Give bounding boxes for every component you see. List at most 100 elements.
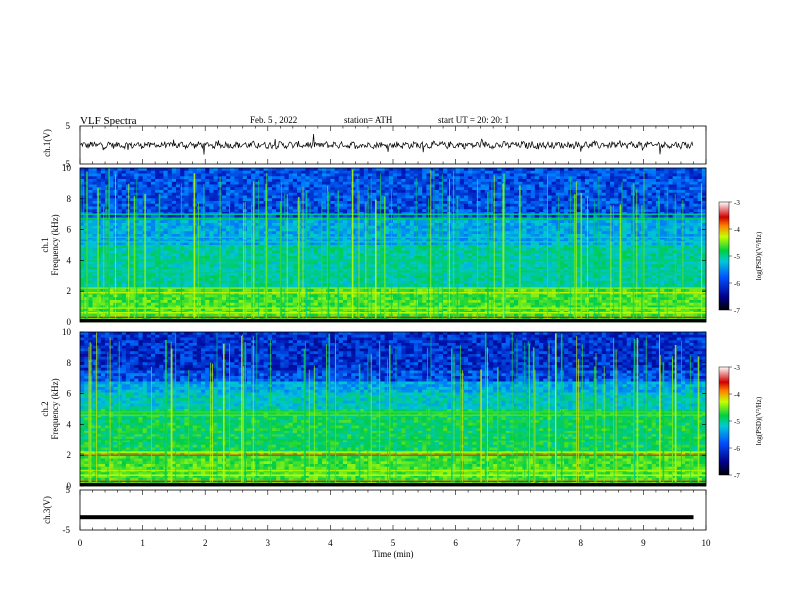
spectrogram-cell [614,239,619,243]
spectrogram-cell [514,250,519,254]
spectrogram-cell [593,231,598,235]
spectrogram-cell [459,234,465,238]
spectrogram-cell [155,184,160,188]
spectrogram-cell [105,170,110,174]
spectrogram-cell [626,184,632,188]
spectrogram-cell [125,206,131,210]
spectrogram-cell [526,170,532,174]
spectrogram-cell [230,234,235,238]
spectrogram-cell [576,192,582,196]
spectrogram-cell [509,181,515,185]
spectrogram-cell [138,239,143,243]
spectrogram-cell [96,245,102,249]
spectrogram-cell [697,184,703,188]
spectrogram-cell [376,209,381,213]
spectrogram-cell [580,190,586,194]
spectrogram-cell [217,170,223,174]
spectrogram-cell [125,214,131,218]
spectrogram-cell [380,220,385,224]
spectrogram-cell [201,250,206,254]
spectrogram-cell [493,214,498,218]
spectrogram-cell [459,220,465,224]
spectrogram-cell [301,253,306,257]
spectrogram-cell [109,195,114,199]
spectrogram-cell [601,231,607,235]
spectrogram-cell [213,184,219,188]
spectrogram-cell [618,184,623,188]
spectrogram-cell [488,184,494,188]
spectrogram-cell [259,179,264,183]
spectrogram-cell [543,170,548,174]
spectrogram-cell [614,179,619,183]
spectrogram-cell [376,242,381,246]
spectrogram-cell [647,256,653,260]
spectrogram-cell [530,247,536,251]
spectrogram-cell [163,234,168,238]
spectrogram-cell [238,220,244,224]
spectrogram-cell [580,184,586,188]
spectrogram-cell [100,206,106,210]
spectrogram-cell [463,247,469,251]
spectrogram-cell [155,198,160,202]
spectrogram-cell [171,201,177,205]
spectrogram-cell [255,220,260,224]
spectrogram-cell [589,190,594,194]
spectrogram-cell [175,176,181,180]
spectrogram-cell [409,242,415,246]
spectrogram-cell [100,223,106,227]
spectrogram-cell [418,236,423,240]
spectrogram-cell [259,242,264,246]
spectrogram-cell [100,228,106,232]
spectrogram-cell [146,170,152,174]
spectrogram-cell [88,234,93,238]
spectrogram-cell [472,206,477,210]
spectrogram-cell [246,176,252,180]
spectrogram-cell [668,179,673,183]
spectrogram-cell [430,242,436,246]
spectrogram-cell [267,247,273,251]
spectrogram-cell [100,220,106,224]
spectrogram-cell [518,168,523,172]
spectrogram-cell [317,181,323,185]
spectrogram-cell [430,203,436,207]
spectrogram-cell [443,179,448,183]
spectrogram-cell [92,198,97,202]
spectrogram-cell [555,253,561,257]
spectrogram-cell [505,236,511,240]
spectrogram-cell [117,256,123,260]
spectrogram-cell [430,214,436,218]
spectrogram-cell [622,181,627,185]
spectrogram-cell [342,179,348,183]
spectrogram-cell [271,187,277,191]
spectrogram-cell [167,184,173,188]
spectrogram-cell [401,201,406,205]
spectrogram-cell [668,201,673,205]
spectrogram-cell [313,170,319,174]
spectrogram-cell [213,176,219,180]
spectrogram-cell [280,181,285,185]
spectrogram-cell [322,176,327,180]
spectrogram-cell [418,198,423,202]
spectrogram-cell [572,168,577,172]
spectrogram-cell [175,173,181,177]
spectrogram-cell [614,176,619,180]
spectrogram-cell [330,184,335,188]
spectrogram-cell [551,225,557,229]
spectrogram-cell [647,170,653,174]
spectrogram-cell [226,201,231,205]
spectrogram-cell [576,256,582,260]
spectrogram-cell [167,250,173,254]
spectrogram-cell [347,234,352,238]
spectrogram-cell [367,234,373,238]
spectrogram-cell [476,250,481,254]
spectrogram-cell [88,168,93,172]
spectrogram-cell [288,176,294,180]
spectrogram-cell [221,195,227,199]
spectrogram-cell [317,179,323,183]
spectrogram-cell [668,168,673,172]
spectrogram-cell [255,239,260,243]
spectrogram-cell [201,206,206,210]
spectrogram-cell [263,181,269,185]
spectrogram-cell [221,214,227,218]
spectrogram-cell [188,223,193,227]
